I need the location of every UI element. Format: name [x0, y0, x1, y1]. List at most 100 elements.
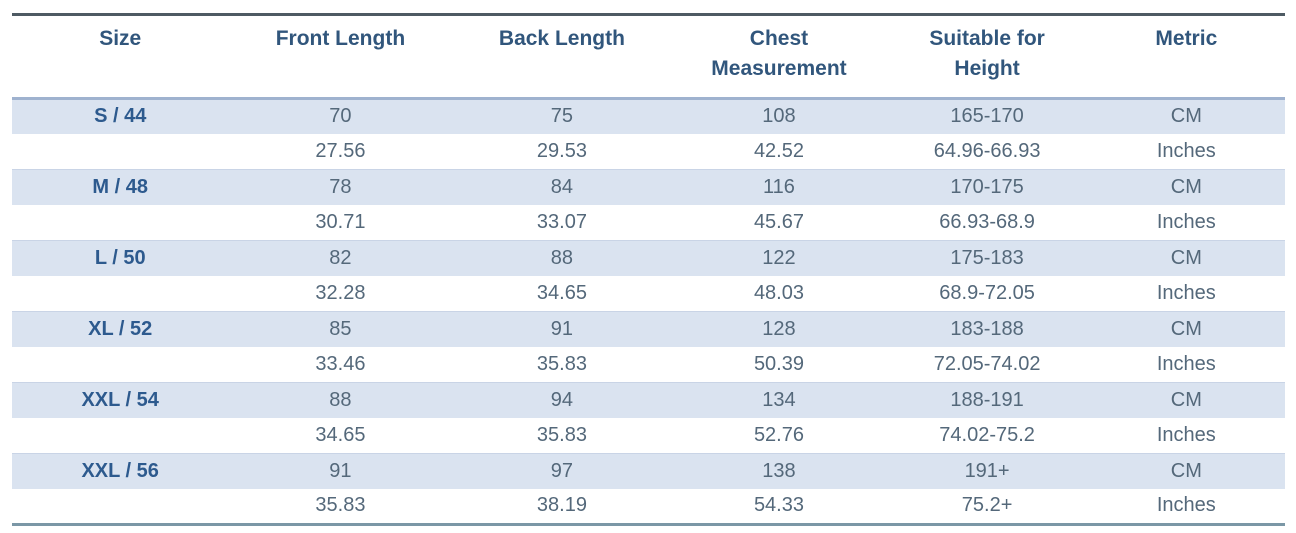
- chest-measurement-cell: 42.52: [753, 139, 804, 162]
- table-row: 30.71 33.07 45.67 66.93-68.9 Inches: [12, 205, 1285, 241]
- column-header-suitable-for-height: Suitable for Height: [886, 14, 1088, 100]
- chest-measurement-cell: 122: [762, 246, 796, 269]
- suitable-height-cell: 68.9-72.05: [939, 281, 1035, 304]
- back-length-cell: 33.07: [536, 210, 587, 233]
- back-length-cell: 35.83: [536, 352, 587, 375]
- front-length-cell: 88: [329, 388, 352, 411]
- suitable-height-cell: 175-183: [950, 246, 1024, 269]
- back-length-cell: 97: [550, 459, 574, 482]
- metric-cell: Inches: [1156, 423, 1216, 446]
- suitable-height-cell: 165-170: [950, 105, 1024, 128]
- metric-cell: CM: [1170, 388, 1202, 411]
- table-row: S / 44 70 75 108 165-170 CM: [12, 98, 1285, 134]
- back-length-cell: 29.53: [536, 139, 587, 162]
- front-length-cell: 27.56: [315, 139, 366, 162]
- chest-measurement-cell: 54.33: [753, 494, 804, 517]
- suitable-height-cell: 183-188: [950, 317, 1024, 340]
- back-length-cell: 88: [550, 246, 574, 269]
- size-cell: [12, 276, 228, 312]
- column-header-chest-measurement: Chest Measurement: [671, 14, 887, 100]
- column-header-back-length: Back Length: [452, 14, 672, 100]
- size-cell: [12, 347, 228, 383]
- column-header-metric-label: Metric: [1155, 27, 1218, 50]
- column-header-size-label: Size: [99, 27, 142, 50]
- suitable-height-cell: 74.02-75.2: [939, 423, 1035, 446]
- chest-measurement-cell: 48.03: [753, 281, 804, 304]
- front-length-cell: 32.28: [315, 281, 366, 304]
- front-length-cell: 34.65: [315, 423, 366, 446]
- column-header-suitable-for-height-label: Suitable for Height: [929, 27, 1045, 81]
- metric-cell: Inches: [1156, 281, 1216, 304]
- column-header-chest-measurement-label: Chest Measurement: [711, 27, 847, 81]
- size-cell: XL / 52: [88, 317, 153, 340]
- metric-cell: CM: [1170, 317, 1202, 340]
- size-cell: L / 50: [94, 246, 146, 269]
- size-cell: XXL / 56: [81, 459, 159, 482]
- table-row: XXL / 56 91 97 138 191+ CM: [12, 453, 1285, 489]
- suitable-height-cell: 64.96-66.93: [933, 139, 1041, 162]
- table-row: 27.56 29.53 42.52 64.96-66.93 Inches: [12, 134, 1285, 170]
- back-length-cell: 34.65: [536, 281, 587, 304]
- header-row: Size Front Length Back Length Chest Meas…: [12, 14, 1285, 100]
- size-cell: [12, 134, 228, 170]
- table-row: M / 48 78 84 116 170-175 CM: [12, 169, 1285, 205]
- suitable-height-cell: 72.05-74.02: [933, 352, 1041, 375]
- back-length-cell: 75: [550, 105, 574, 128]
- column-header-back-length-label: Back Length: [498, 27, 625, 50]
- front-length-cell: 85: [329, 317, 352, 340]
- chest-measurement-cell: 116: [763, 175, 795, 198]
- chest-measurement-cell: 108: [762, 105, 796, 128]
- metric-cell: CM: [1170, 175, 1202, 198]
- size-chart: Size Front Length Back Length Chest Meas…: [12, 13, 1285, 526]
- chest-measurement-cell: 138: [762, 459, 796, 482]
- suitable-height-cell: 191+: [964, 459, 1010, 482]
- size-cell: [12, 205, 228, 241]
- size-cell: M / 48: [92, 175, 148, 198]
- back-length-cell: 84: [550, 175, 574, 198]
- back-length-cell: 94: [550, 388, 574, 411]
- column-header-metric: Metric: [1087, 14, 1285, 100]
- suitable-height-cell: 188-191: [950, 388, 1024, 411]
- suitable-height-cell: 75.2+: [961, 494, 1013, 517]
- column-header-size: Size: [12, 14, 229, 100]
- table-row: 34.65 35.83 52.76 74.02-75.2 Inches: [12, 418, 1285, 454]
- chest-measurement-cell: 50.39: [753, 352, 804, 375]
- chest-measurement-cell: 134: [762, 388, 796, 411]
- metric-cell: CM: [1170, 246, 1202, 269]
- chest-measurement-cell: 45.67: [753, 210, 804, 233]
- front-length-cell: 91: [329, 459, 352, 482]
- front-length-cell: 70: [329, 105, 352, 128]
- size-cell: S / 44: [94, 105, 147, 128]
- size-cell: [12, 418, 228, 454]
- front-length-cell: 82: [329, 246, 352, 269]
- table-row: 35.83 38.19 54.33 75.2+ Inches: [12, 489, 1285, 525]
- table-row: XXL / 54 88 94 134 188-191 CM: [12, 382, 1285, 418]
- front-length-cell: 78: [329, 175, 352, 198]
- size-cell: XXL / 54: [81, 388, 159, 411]
- metric-cell: Inches: [1156, 210, 1216, 233]
- chest-measurement-cell: 128: [762, 317, 796, 340]
- table-row: 32.28 34.65 48.03 68.9-72.05 Inches: [12, 276, 1285, 312]
- metric-cell: CM: [1170, 105, 1202, 128]
- front-length-cell: 33.46: [315, 352, 366, 375]
- metric-cell: Inches: [1156, 139, 1216, 162]
- front-length-cell: 35.83: [315, 494, 366, 517]
- back-length-cell: 35.83: [536, 423, 587, 446]
- size-chart-table: Size Front Length Back Length Chest Meas…: [12, 13, 1285, 526]
- front-length-cell: 30.71: [315, 210, 366, 233]
- table-row: XL / 52 85 91 128 183-188 CM: [12, 311, 1285, 347]
- metric-cell: Inches: [1156, 494, 1216, 517]
- table-row: 33.46 35.83 50.39 72.05-74.02 Inches: [12, 347, 1285, 383]
- column-header-front-length: Front Length: [228, 14, 453, 100]
- size-cell: [12, 489, 228, 525]
- table-row: L / 50 82 88 122 175-183 CM: [12, 240, 1285, 276]
- back-length-cell: 38.19: [536, 494, 587, 517]
- suitable-height-cell: 66.93-68.9: [939, 210, 1035, 233]
- metric-cell: CM: [1170, 459, 1202, 482]
- table-body: S / 44 70 75 108 165-170 CM 27.56 29.53 …: [12, 98, 1285, 524]
- suitable-height-cell: 170-175: [950, 175, 1024, 198]
- chest-measurement-cell: 52.76: [753, 423, 804, 446]
- column-header-front-length-label: Front Length: [275, 27, 406, 50]
- metric-cell: Inches: [1156, 352, 1216, 375]
- back-length-cell: 91: [550, 317, 574, 340]
